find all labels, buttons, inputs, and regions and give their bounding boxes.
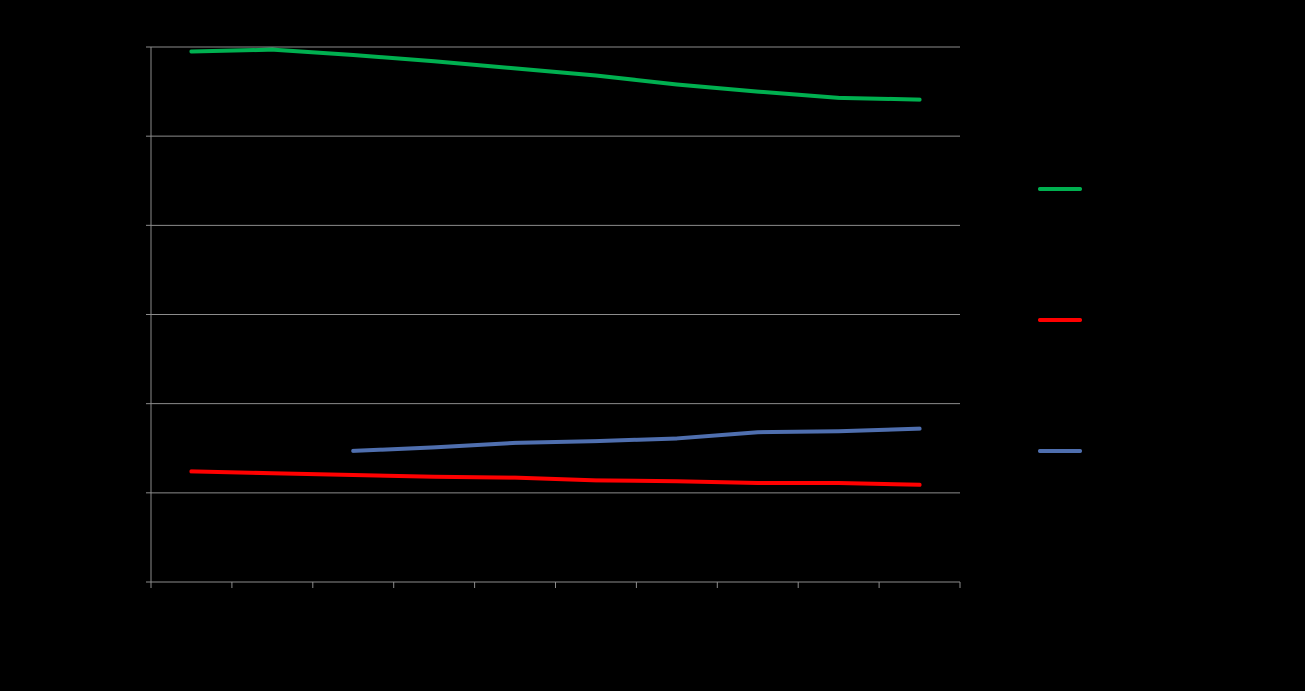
series-line [351, 426, 922, 453]
series-line [189, 47, 922, 102]
series-line [189, 469, 922, 487]
